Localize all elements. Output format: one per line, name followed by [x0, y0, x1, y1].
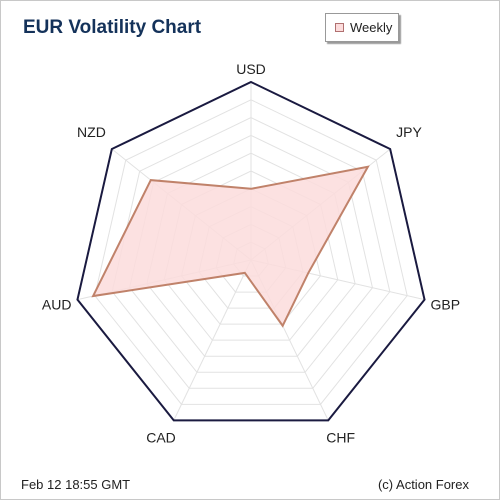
axis-label-nzd: NZD: [77, 124, 106, 140]
data-point-gbp: [307, 272, 309, 274]
data-point-jpy: [367, 166, 369, 168]
timestamp: Feb 12 18:55 GMT: [21, 477, 131, 492]
axis-label-gbp: GBP: [431, 297, 461, 313]
axis-label-cad: CAD: [146, 429, 176, 445]
axis-label-jpy: JPY: [396, 124, 422, 140]
legend: Weekly: [325, 13, 399, 42]
data-point-aud: [92, 295, 94, 297]
chart-title: EUR Volatility Chart: [23, 17, 202, 38]
data-point-cad: [244, 272, 246, 274]
series-weekly-area: [91, 165, 370, 328]
data-point-nzd: [150, 179, 152, 181]
outer-frame: [76, 80, 426, 422]
axis-label-usd: USD: [236, 61, 266, 77]
axis-label-chf: CHF: [326, 429, 355, 445]
spoke-cad: [173, 259, 252, 421]
copyright: (c) Action Forex: [377, 477, 469, 492]
data-point-usd: [250, 188, 252, 190]
grid-ring-8: [111, 117, 391, 389]
legend-label-weekly: Weekly: [350, 20, 393, 35]
grid-ring-9: [94, 99, 408, 405]
data-point-chf: [282, 325, 284, 327]
legend-swatch-weekly: [335, 23, 344, 32]
axis-label-aud: AUD: [42, 297, 72, 313]
